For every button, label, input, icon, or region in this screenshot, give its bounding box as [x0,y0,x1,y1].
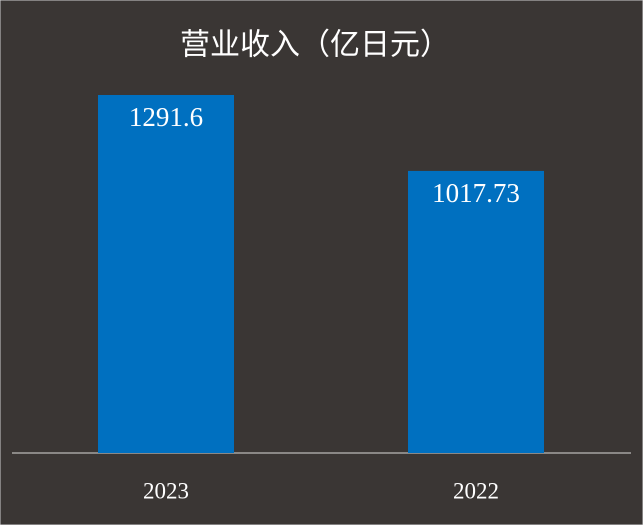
bar [408,170,544,453]
x-tick-label: 2023 [143,478,189,503]
x-tick-label: 2022 [453,478,499,503]
chart-title: 营业收入（亿日元） [180,28,450,63]
data-label: 1017.73 [432,178,520,208]
bar [98,95,234,453]
data-label: 1291.6 [129,102,203,132]
